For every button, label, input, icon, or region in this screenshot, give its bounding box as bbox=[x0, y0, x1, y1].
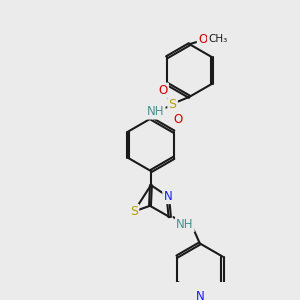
Text: NH: NH bbox=[147, 105, 164, 118]
Text: O: O bbox=[198, 33, 207, 46]
Text: O: O bbox=[158, 84, 168, 97]
Text: NH: NH bbox=[176, 218, 194, 231]
Text: CH₃: CH₃ bbox=[208, 34, 227, 44]
Text: S: S bbox=[130, 205, 138, 218]
Text: N: N bbox=[164, 190, 172, 203]
FancyBboxPatch shape bbox=[195, 292, 205, 300]
Text: O: O bbox=[174, 113, 183, 126]
FancyBboxPatch shape bbox=[163, 193, 172, 200]
Text: S: S bbox=[169, 98, 177, 111]
FancyBboxPatch shape bbox=[129, 208, 139, 215]
Text: N: N bbox=[195, 290, 204, 300]
